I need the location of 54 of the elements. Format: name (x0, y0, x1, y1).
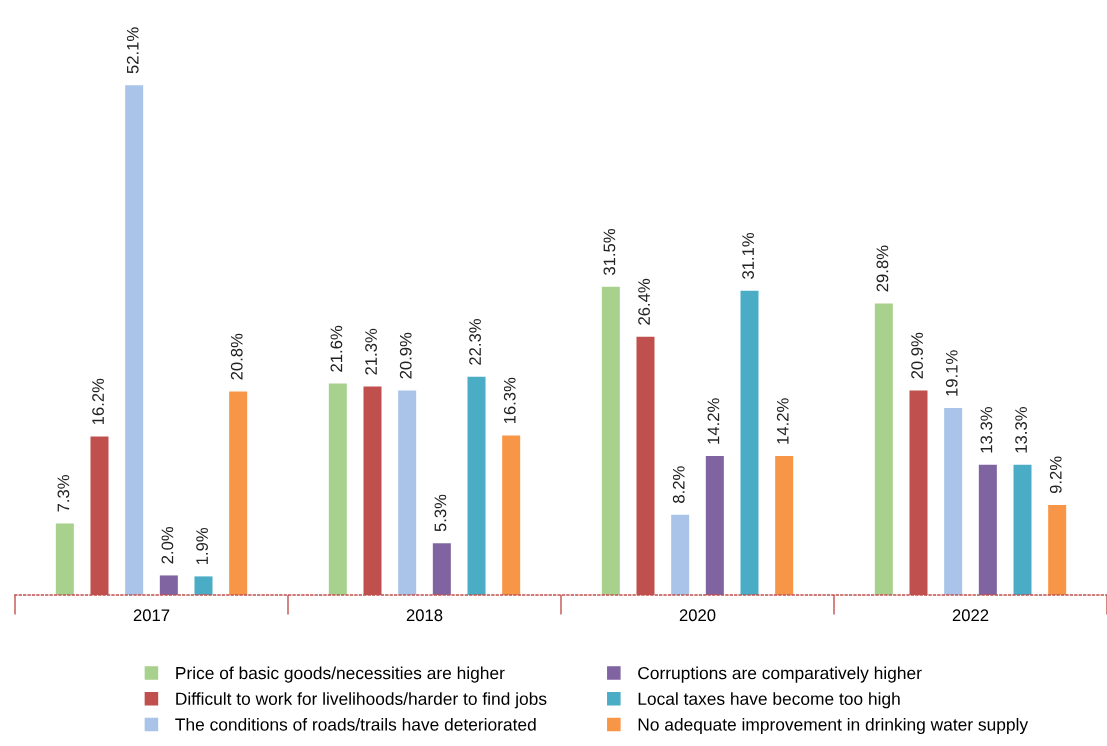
bar (55, 523, 74, 595)
legend-label: Price of basic goods/necessities are higher (176, 666, 505, 683)
bar (502, 435, 521, 595)
data-label: 22.3% (469, 318, 481, 365)
data-label: 14.2% (707, 398, 720, 444)
data-label: 7.3% (57, 475, 70, 512)
data-label: 5.3% (434, 494, 447, 532)
data-label: 13.3% (980, 407, 993, 453)
bar (159, 575, 178, 595)
data-label: 8.2% (672, 466, 685, 503)
bar (775, 456, 794, 595)
data-label: 16.2% (92, 378, 104, 425)
bar (194, 576, 213, 595)
data-label: 20.9% (911, 332, 923, 379)
data-label: 21.6% (330, 325, 343, 372)
x-tick-label: 2017 (133, 609, 170, 622)
data-label: 2.0% (161, 526, 174, 564)
bar (398, 390, 417, 595)
bar (740, 290, 759, 595)
bar (978, 464, 997, 595)
data-label: 52.1% (126, 27, 139, 74)
bar (944, 408, 963, 595)
data-label: 31.5% (603, 228, 616, 275)
data-label: 13.3% (1015, 407, 1027, 453)
legend-label: Corruptions are comparatively higher (638, 666, 922, 683)
data-label: 29.8% (876, 245, 889, 292)
bar (125, 85, 144, 595)
data-label: 26.4% (638, 278, 650, 325)
legend-label: Difficult to work for livelihoods/harder to find jobs (176, 692, 547, 709)
legend-label: No adequate improvement in drinking water supply (638, 717, 1029, 735)
legend-label: Local taxes have become too high (638, 692, 900, 709)
bar (328, 383, 347, 595)
x-tick-label: 2020 (679, 609, 716, 622)
data-label: 31.1% (742, 232, 754, 279)
data-label: 14.2% (776, 398, 789, 444)
bar (874, 303, 893, 595)
data-label: 9.2% (1049, 456, 1062, 494)
data-label: 20.9% (399, 332, 412, 379)
bar (705, 456, 724, 595)
x-tick-label: 2018 (406, 609, 443, 622)
legend-label: The conditions of roads/trails have deteriorated (175, 717, 536, 731)
data-label: 21.3% (365, 328, 377, 375)
data-label: 16.3% (503, 377, 516, 424)
data-label: 1.9% (196, 527, 208, 565)
data-label: 19.1% (945, 350, 958, 396)
bar (1013, 464, 1032, 595)
bar (229, 391, 248, 595)
bar (1048, 504, 1067, 595)
x-tick-label: 2022 (952, 609, 989, 622)
bar (671, 514, 690, 595)
data-label: 20.8% (230, 333, 243, 380)
bar (467, 376, 486, 595)
bar (432, 543, 451, 595)
bar (601, 286, 620, 595)
